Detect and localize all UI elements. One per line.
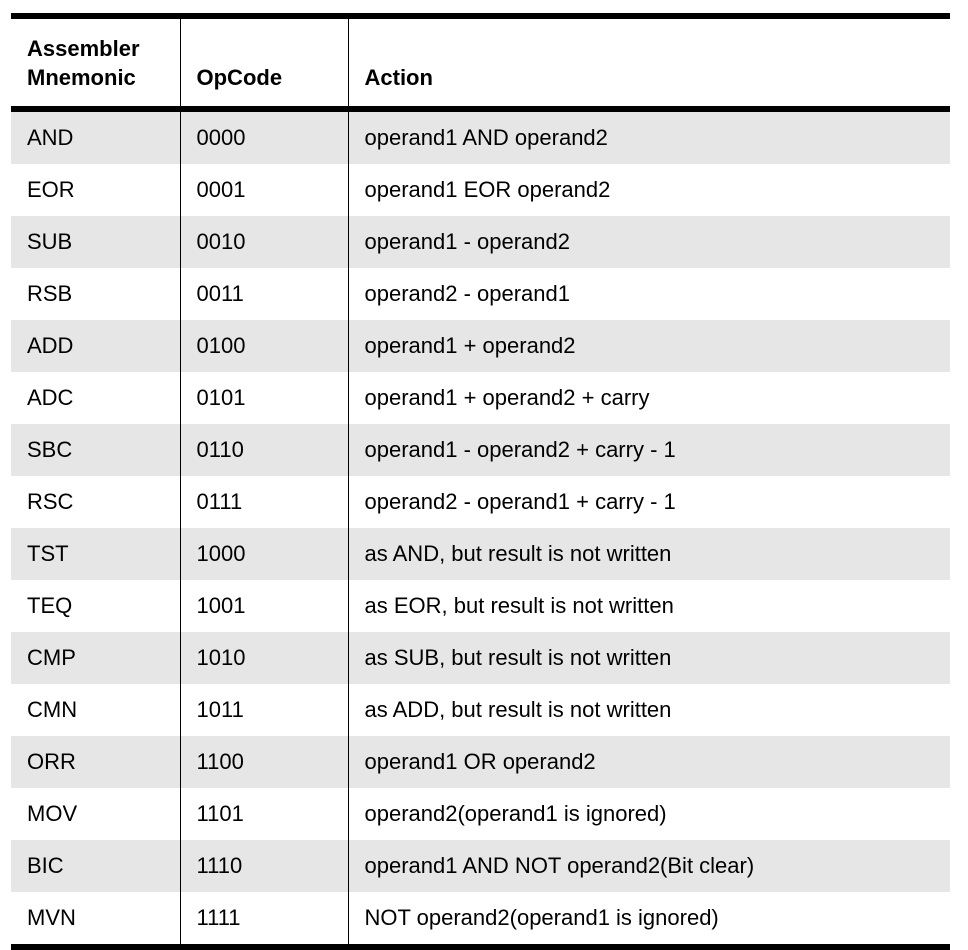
mnemonic-cell: ADC — [11, 372, 181, 424]
mnemonic-cell: ADD — [11, 320, 181, 372]
opcode-cell: 0010 — [180, 216, 349, 268]
table-row: CMN 1011 as ADD, but result is not written — [11, 684, 950, 736]
mnemonic-cell: MVN — [11, 892, 181, 947]
header-mnemonic-line1: Assembler — [27, 36, 140, 61]
mnemonic-cell: CMN — [11, 684, 181, 736]
table-row: TST 1000 as AND, but result is not written — [11, 528, 950, 580]
table-row: ORR 1100 operand1 OR operand2 — [11, 736, 950, 788]
mnemonic-cell: SUB — [11, 216, 181, 268]
action-cell: operand2 - operand1 + carry - 1 — [348, 476, 950, 528]
mnemonic-cell: ORR — [11, 736, 181, 788]
action-cell: operand2(operand1 is ignored) — [348, 788, 950, 840]
table-row: EOR 0001 operand1 EOR operand2 — [11, 164, 950, 216]
opcode-cell: 0001 — [180, 164, 349, 216]
opcode-cell: 0011 — [180, 268, 349, 320]
opcode-table-container: Assembler Mnemonic OpCode Action AND 0000 o… — [11, 13, 950, 950]
opcode-cell: 1100 — [180, 736, 349, 788]
opcode-cell: 1010 — [180, 632, 349, 684]
opcode-cell: 0100 — [180, 320, 349, 372]
opcode-cell: 1011 — [180, 684, 349, 736]
table-row: SBC 0110 operand1 - operand2 + carry - 1 — [11, 424, 950, 476]
mnemonic-cell: AND — [11, 109, 181, 164]
action-cell: operand1 EOR operand2 — [348, 164, 950, 216]
action-cell: as ADD, but result is not written — [348, 684, 950, 736]
header-mnemonic-line2: Mnemonic — [27, 65, 136, 90]
table-row: ADD 0100 operand1 + operand2 — [11, 320, 950, 372]
mnemonic-cell: TEQ — [11, 580, 181, 632]
action-cell: operand1 + operand2 — [348, 320, 950, 372]
table-body: AND 0000 operand1 AND operand2 EOR 0001 opera… — [11, 109, 950, 947]
opcode-cell: 0000 — [180, 109, 349, 164]
table-row: AND 0000 operand1 AND operand2 — [11, 109, 950, 164]
opcode-cell: 0101 — [180, 372, 349, 424]
action-cell: operand1 + operand2 + carry — [348, 372, 950, 424]
opcode-cell: 1001 — [180, 580, 349, 632]
table-row: TEQ 1001 as EOR, but result is not written — [11, 580, 950, 632]
opcode-cell: 1101 — [180, 788, 349, 840]
mnemonic-cell: EOR — [11, 164, 181, 216]
opcode-cell: 0110 — [180, 424, 349, 476]
mnemonic-cell: TST — [11, 528, 181, 580]
table-row: RSC 0111 operand2 - operand1 + carry - 1 — [11, 476, 950, 528]
mnemonic-cell: BIC — [11, 840, 181, 892]
table-row: RSB 0011 operand2 - operand1 — [11, 268, 950, 320]
table-row: CMP 1010 as SUB, but result is not written — [11, 632, 950, 684]
action-cell: operand1 - operand2 + carry - 1 — [348, 424, 950, 476]
opcode-cell: 0111 — [180, 476, 349, 528]
action-cell: operand1 - operand2 — [348, 216, 950, 268]
opcode-cell: 1000 — [180, 528, 349, 580]
header-opcode: OpCode — [180, 16, 349, 109]
opcode-cell: 1110 — [180, 840, 349, 892]
mnemonic-cell: MOV — [11, 788, 181, 840]
mnemonic-cell: RSB — [11, 268, 181, 320]
mnemonic-cell: CMP — [11, 632, 181, 684]
opcode-table: Assembler Mnemonic OpCode Action AND 0000 o… — [11, 13, 950, 950]
action-cell: operand1 OR operand2 — [348, 736, 950, 788]
action-cell: as AND, but result is not written — [348, 528, 950, 580]
header-mnemonic: Assembler Mnemonic — [11, 16, 181, 109]
action-cell: operand1 AND NOT operand2(Bit clear) — [348, 840, 950, 892]
opcode-cell: 1111 — [180, 892, 349, 947]
table-header: Assembler Mnemonic OpCode Action — [11, 16, 950, 109]
action-cell: NOT operand2(operand1 is ignored) — [348, 892, 950, 947]
mnemonic-cell: SBC — [11, 424, 181, 476]
table-row: MVN 1111 NOT operand2(operand1 is ignored) — [11, 892, 950, 947]
action-cell: as SUB, but result is not written — [348, 632, 950, 684]
table-row: SUB 0010 operand1 - operand2 — [11, 216, 950, 268]
table-row: MOV 1101 operand2(operand1 is ignored) — [11, 788, 950, 840]
header-action: Action — [364, 65, 433, 90]
action-cell: as EOR, but result is not written — [348, 580, 950, 632]
table-row: BIC 1110 operand1 AND NOT operand2(Bit cle… — [11, 840, 950, 892]
table-row: ADC 0101 operand1 + operand2 + carry — [11, 372, 950, 424]
header-row: Assembler Mnemonic OpCode Action — [11, 16, 950, 109]
action-cell: operand1 AND operand2 — [348, 109, 950, 164]
action-cell: operand2 - operand1 — [348, 268, 950, 320]
mnemonic-cell: RSC — [11, 476, 181, 528]
